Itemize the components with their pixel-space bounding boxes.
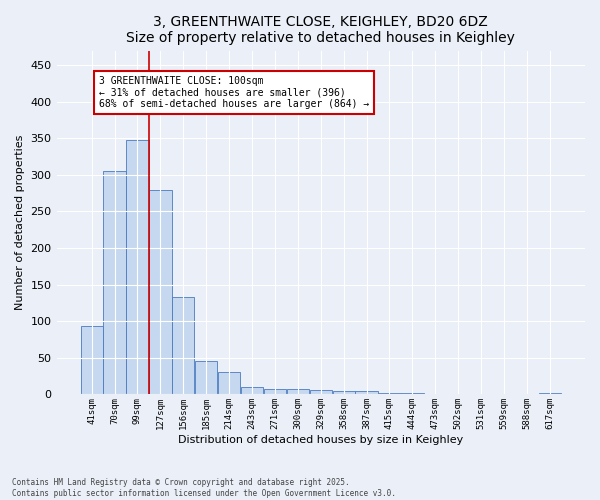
Bar: [149, 190, 172, 394]
Text: 3 GREENTHWAITE CLOSE: 100sqm
← 31% of detached houses are smaller (396)
68% of s: 3 GREENTHWAITE CLOSE: 100sqm ← 31% of de…: [98, 76, 369, 110]
Y-axis label: Number of detached properties: Number of detached properties: [15, 135, 25, 310]
Bar: [355, 392, 378, 394]
Bar: [539, 393, 561, 394]
Bar: [379, 393, 401, 394]
Bar: [310, 390, 332, 394]
Bar: [195, 361, 217, 394]
Bar: [172, 297, 194, 394]
Bar: [332, 391, 355, 394]
Bar: [218, 372, 240, 394]
Text: Contains HM Land Registry data © Crown copyright and database right 2025.
Contai: Contains HM Land Registry data © Crown c…: [12, 478, 396, 498]
Bar: [241, 387, 263, 394]
Bar: [127, 140, 149, 394]
Bar: [264, 388, 286, 394]
Bar: [103, 172, 125, 394]
Title: 3, GREENTHWAITE CLOSE, KEIGHLEY, BD20 6DZ
Size of property relative to detached : 3, GREENTHWAITE CLOSE, KEIGHLEY, BD20 6D…: [127, 15, 515, 45]
Bar: [287, 390, 309, 394]
Bar: [80, 326, 103, 394]
Bar: [401, 393, 424, 394]
X-axis label: Distribution of detached houses by size in Keighley: Distribution of detached houses by size …: [178, 435, 463, 445]
